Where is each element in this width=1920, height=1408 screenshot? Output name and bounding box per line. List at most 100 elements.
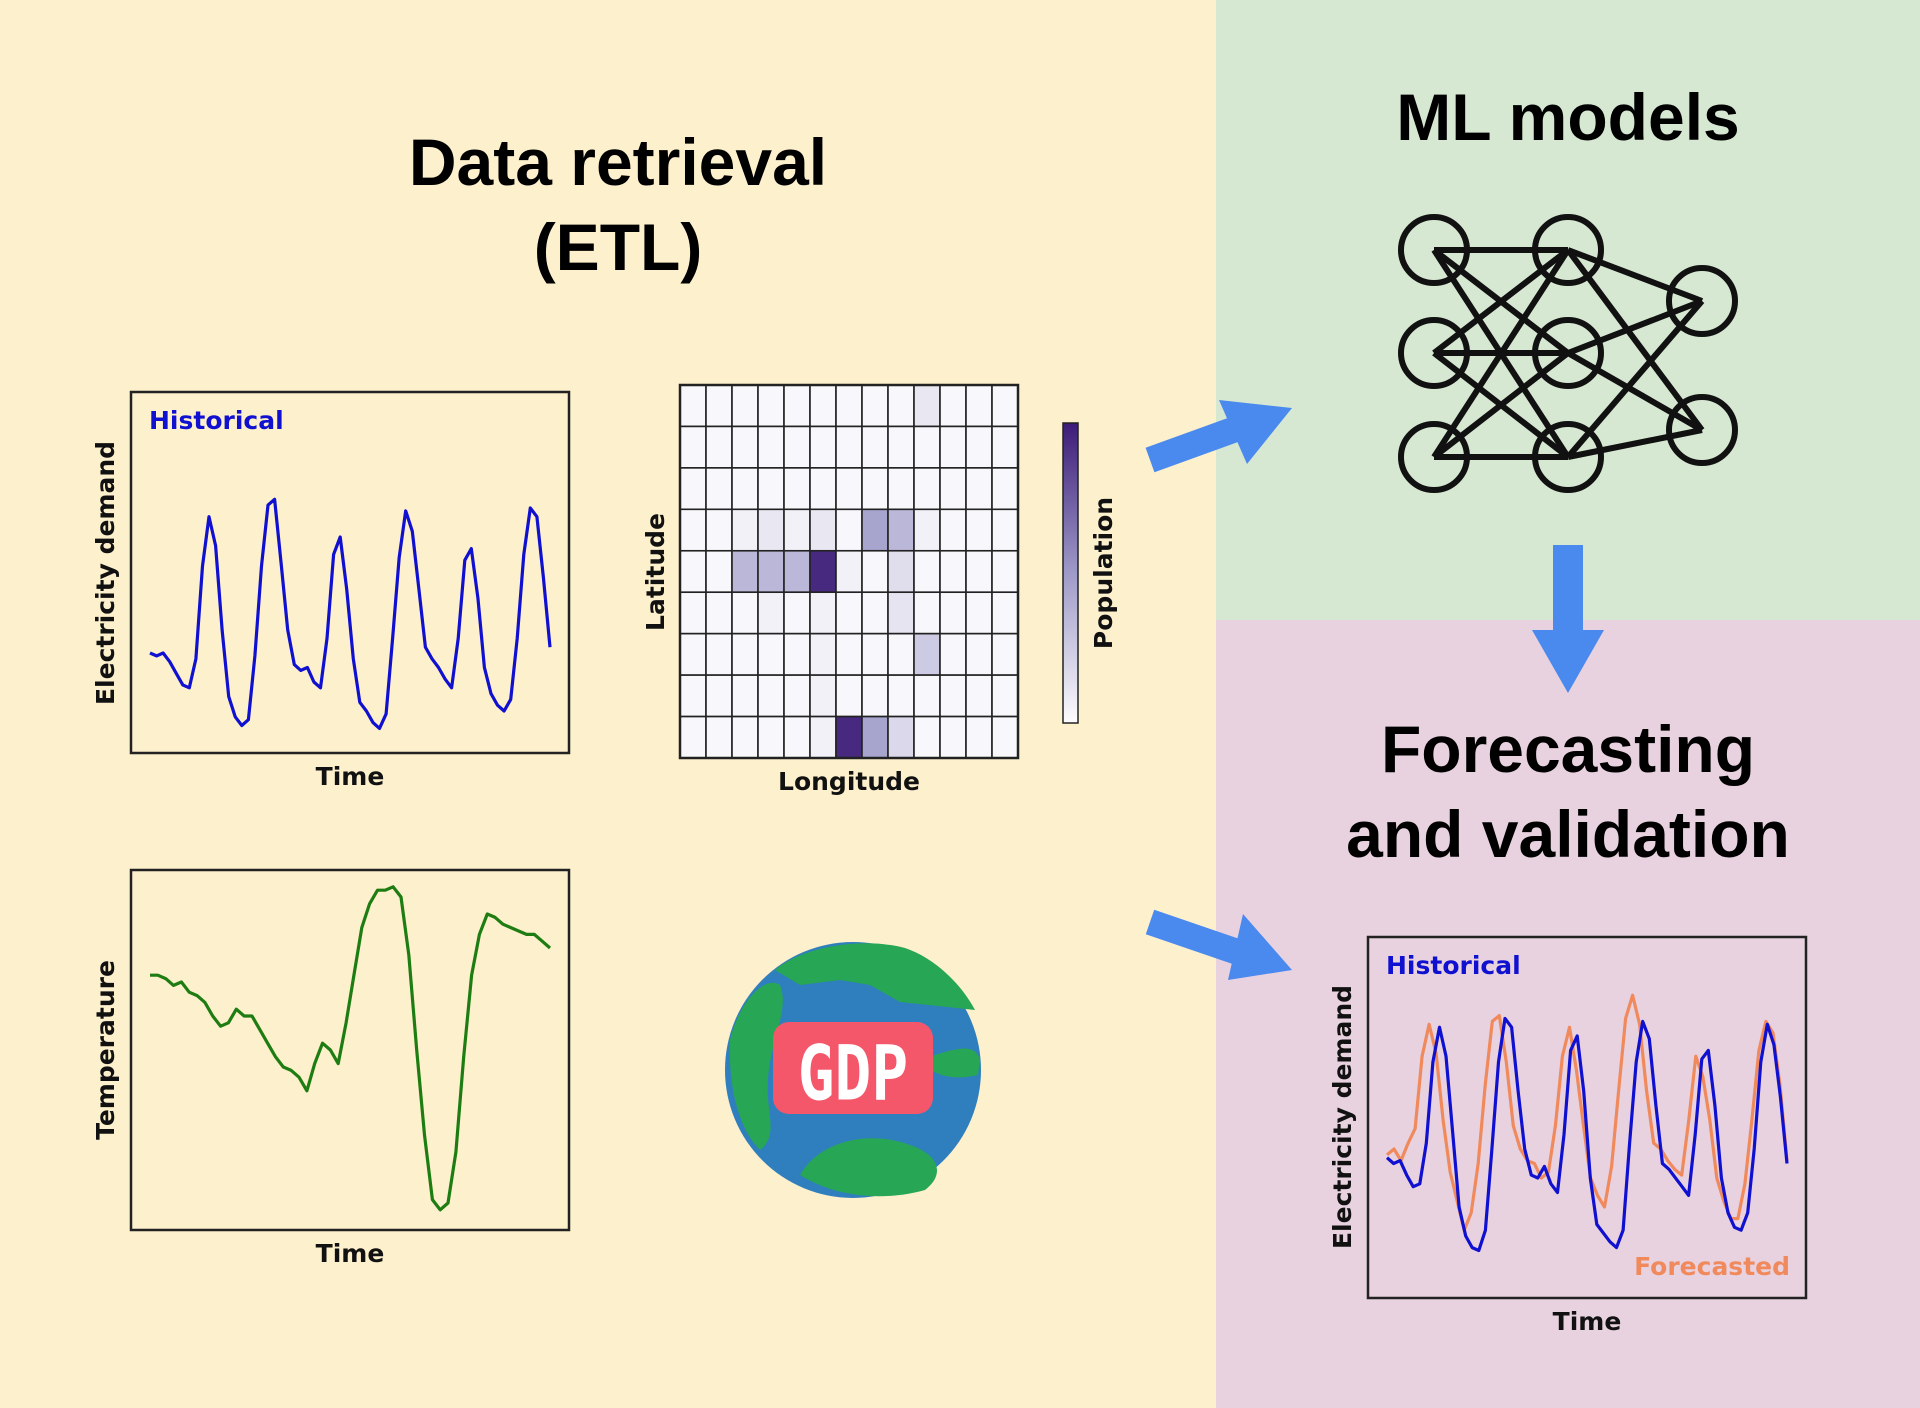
- heatmap-cell: [783, 674, 811, 718]
- heatmap-cell: [757, 467, 785, 511]
- network-edge: [1431, 248, 1571, 459]
- heatmap-cell: [939, 715, 967, 759]
- heatmap-cell: [783, 384, 811, 428]
- network-edge: [1432, 350, 1570, 460]
- heatmap-cell: [731, 508, 759, 552]
- temperature-y-label: Temperature: [91, 960, 120, 1140]
- heatmap-cell: [679, 674, 707, 718]
- heatmap-cell: [679, 549, 707, 594]
- heatmap-cell: [809, 384, 837, 428]
- historical-demand-chart: Historical Time Electricity demand: [91, 390, 571, 791]
- network-edge: [1432, 247, 1570, 356]
- heatmap-cell: [705, 549, 733, 594]
- heatmap-cell: [991, 632, 1019, 676]
- network-edge: [1566, 350, 1704, 433]
- heatmap-cell: [835, 425, 863, 469]
- forecast-title-line1: Forecasting: [1381, 712, 1755, 786]
- heatmap-cell: [835, 384, 863, 428]
- heatmap-cell: [705, 632, 733, 676]
- heatmap-cell: [991, 591, 1019, 635]
- heatmap-cell: [783, 549, 811, 594]
- gdp-badge: [773, 1022, 933, 1114]
- heatmap-cell: [913, 715, 941, 759]
- heatmap-cell: [757, 425, 785, 469]
- heatmap-cell: [887, 508, 915, 552]
- heatmap-cell: [887, 674, 915, 718]
- heatmap-cell: [913, 591, 941, 635]
- historical-chart-frame: [129, 390, 571, 755]
- arrow-to-forecast-icon: [1145, 909, 1292, 980]
- heatmap-cell: [731, 549, 759, 594]
- gdp-label: GDP: [798, 1030, 909, 1118]
- heatmap-cell: [679, 632, 707, 676]
- colorbar-label: Population: [1089, 497, 1118, 649]
- forecast-title-line2: and validation: [1346, 797, 1790, 871]
- heatmap-cell: [679, 425, 707, 469]
- forecast-legend-forecasted: Forecasted: [1634, 1252, 1790, 1281]
- heatmap-cell: [757, 632, 785, 676]
- heatmap-cells: [679, 384, 1019, 759]
- historical-forecast-series-line: [1385, 1016, 1789, 1253]
- heatmap-cell: [809, 715, 837, 759]
- heatmap-cell: [757, 549, 785, 594]
- heatmap-cell: [965, 715, 993, 759]
- heatmap-cell: [887, 425, 915, 469]
- heatmap-cell: [965, 591, 993, 635]
- heatmap-cell: [991, 425, 1019, 469]
- heatmap-cell: [731, 715, 759, 759]
- heatmap-cell: [861, 549, 889, 594]
- network-node: [1666, 394, 1738, 466]
- heatmap-cell: [939, 632, 967, 676]
- heatmap-cell: [965, 632, 993, 676]
- network-node: [1398, 421, 1470, 493]
- heatmap-cell: [913, 674, 941, 718]
- arrow-to-ml-icon: [1145, 400, 1292, 473]
- heatmap-cell: [861, 508, 889, 552]
- heatmap-cell: [835, 632, 863, 676]
- network-node: [1398, 317, 1470, 389]
- heatmap-cell: [991, 674, 1019, 718]
- heatmap-cell: [887, 715, 915, 759]
- heatmap-cell: [783, 591, 811, 635]
- ml-title: ML models: [1396, 80, 1740, 154]
- heatmap-cell: [835, 549, 863, 594]
- heatmap-cell: [809, 549, 837, 594]
- heatmap-cell: [809, 674, 837, 718]
- network-node: [1532, 214, 1604, 286]
- temperature-series-line: [150, 885, 552, 1212]
- heatmap-cell: [991, 508, 1019, 552]
- heatmap-cell: [913, 467, 941, 511]
- globe-land-bottom: [800, 1138, 937, 1197]
- etl-title-line2: (ETL): [534, 210, 703, 284]
- heatmap-cell: [939, 467, 967, 511]
- heatmap-cell: [757, 591, 785, 635]
- heatmap-cell: [913, 549, 941, 594]
- heatmap-cell: [965, 425, 993, 469]
- heatmap-cell: [965, 508, 993, 552]
- globe-icon: GDP: [725, 942, 981, 1198]
- globe-land-top: [775, 943, 975, 1010]
- heatmap-cell: [835, 715, 863, 759]
- network-edge: [1565, 248, 1705, 432]
- heatmap-cell: [705, 467, 733, 511]
- temperature-chart: Time Temperature: [91, 868, 571, 1268]
- heatmap-cell: [991, 467, 1019, 511]
- heatmap-cell: [861, 425, 889, 469]
- network-edge: [1567, 427, 1703, 460]
- heatmap-cell: [757, 715, 785, 759]
- heatmap-cell: [809, 632, 837, 676]
- network-edge: [1566, 298, 1704, 356]
- heatmap-cell: [965, 549, 993, 594]
- heatmap-cell: [731, 467, 759, 511]
- heatmap-x-label: Longitude: [778, 767, 920, 796]
- heatmap-cell: [939, 549, 967, 594]
- heatmap-cell: [835, 674, 863, 718]
- heatmap-cell: [783, 425, 811, 469]
- heatmap-cell: [861, 591, 889, 635]
- heatmap-cell: [731, 632, 759, 676]
- heatmap-cell: [939, 384, 967, 428]
- heatmap-cell: [679, 591, 707, 635]
- heatmap-cell: [835, 508, 863, 552]
- heatmap-cell: [705, 591, 733, 635]
